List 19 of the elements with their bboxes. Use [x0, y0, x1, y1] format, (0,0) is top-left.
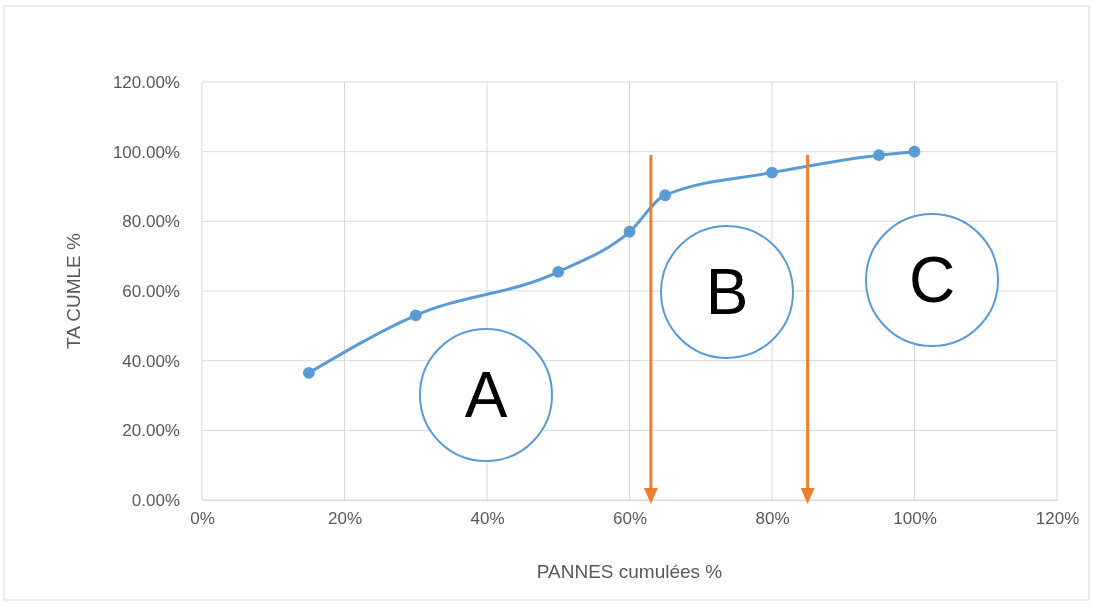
x-tick-label: 20%	[327, 509, 363, 529]
x-tick-label: 0%	[190, 509, 215, 529]
y-tick-label: 20.00%	[122, 421, 180, 441]
y-tick-label: 100.00%	[112, 142, 180, 162]
annotation: C	[908, 244, 956, 316]
annotation: B	[705, 256, 749, 328]
annotation: A	[464, 359, 508, 431]
y-tick-label: 80.00%	[122, 212, 180, 232]
y-tick-label: 120.00%	[112, 72, 180, 92]
y-tick-label: 40.00%	[122, 351, 180, 371]
y-tick-label: 60.00%	[122, 281, 180, 301]
x-tick-label: 80%	[755, 509, 790, 529]
x-axis-title: PANNES cumulées %	[536, 561, 723, 582]
x-tick-label: 40%	[470, 509, 505, 529]
y-tick-label: 0.00%	[131, 490, 180, 510]
x-tick-label: 120%	[1035, 509, 1080, 529]
y-axis-title: TA CUMLE %	[63, 233, 84, 349]
x-tick-label: 60%	[612, 509, 648, 529]
x-tick-label: 100%	[893, 509, 937, 529]
